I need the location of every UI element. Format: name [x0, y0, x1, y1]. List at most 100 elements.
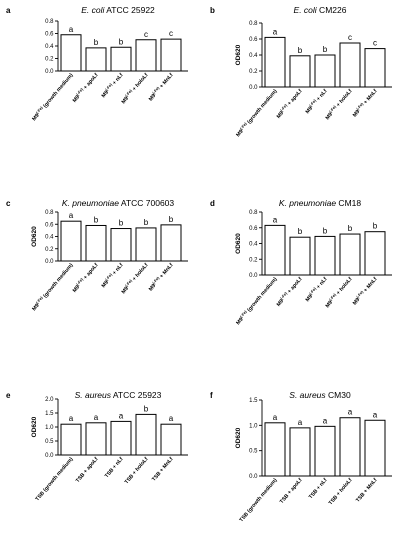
significance-letter: a [323, 416, 328, 425]
significance-letter: a [373, 410, 378, 419]
y-tick-label: 0.0 [45, 259, 54, 265]
chart-panel-d: d K. pneumoniae CM18 OD620 0.0 0.2 0.4 0.6 0.8 a… [210, 198, 392, 326]
x-tick-label: M9(-Fe) (growth medium) [31, 262, 75, 313]
bar [264, 36, 286, 88]
title-organism: E. coli [81, 5, 105, 15]
title-organism: K. pneumoniae [62, 198, 119, 208]
category-base: TSB + nLf [308, 477, 329, 500]
bar [264, 422, 286, 477]
category-base: TSB (growth medium) [35, 456, 75, 502]
bar [339, 42, 361, 88]
title-organism: S. aureus [289, 390, 326, 400]
y-axis-label: OD620 [31, 226, 38, 247]
category-base: M9 [325, 300, 334, 310]
category-suffix: + holoLf [335, 276, 354, 297]
significance-letter: c [144, 30, 148, 39]
y-tick-label: 0.0 [249, 273, 258, 279]
significance-letter: b [323, 226, 328, 235]
category-superscript: (-Fe) [35, 295, 44, 304]
bar [289, 236, 311, 276]
y-tick-label: 0.8 [45, 210, 54, 216]
significance-letter: b [119, 37, 124, 46]
category-base: M9 [72, 94, 81, 104]
bar [289, 55, 311, 88]
x-tick-label: M9(-Fe) + nLf [100, 72, 125, 100]
category-suffix: + MnLf [158, 262, 175, 280]
x-tick-label: M9(-Fe) + apoLf [275, 276, 304, 308]
y-tick-label: 1.5 [45, 411, 54, 417]
bar [264, 224, 286, 276]
y-tick-label: 0.2 [45, 247, 54, 253]
y-tick-label: 1.0 [45, 425, 54, 431]
category-suffix: + holoLf [335, 88, 354, 109]
bar [60, 220, 82, 262]
category-superscript: (-Fe) [152, 276, 161, 285]
y-tick-label: 0.5 [45, 439, 54, 445]
x-tick-label: M9(-Fe) + apoLf [71, 72, 100, 104]
title-organism: S. aureus [75, 390, 112, 400]
category-base: M9 [352, 109, 361, 119]
category-superscript: (-Fe) [309, 286, 318, 295]
category-base: TSB (growth medium) [239, 477, 279, 523]
category-suffix: + nLf [315, 88, 329, 103]
panel-label: a [6, 6, 11, 15]
category-suffix: + nLf [315, 276, 329, 291]
category-superscript: (-Fe) [280, 291, 289, 300]
chart-panel-a: a E. coli ATCC 259220.00.20.40.60.8aM9(-F… [6, 5, 188, 122]
category-base: M9 [148, 93, 157, 103]
category-suffix: + nLf [111, 72, 125, 87]
significance-letter: a [169, 414, 174, 423]
category-superscript: (-Fe) [105, 272, 114, 281]
category-base: M9 [305, 106, 314, 116]
x-tick-label: M9(-Fe) + holoLf [120, 72, 150, 106]
category-base: TSB + apoLf [279, 477, 304, 505]
category-base: M9 [72, 284, 81, 294]
title-strain: ATCC 700603 [119, 198, 174, 208]
panel-label: d [210, 199, 215, 208]
category-suffix: + apoLf [286, 88, 304, 108]
bar [60, 34, 82, 72]
significance-letter: b [144, 218, 149, 227]
significance-letter: a [69, 211, 74, 220]
category-superscript: (-Fe) [239, 309, 248, 318]
panel-label: c [6, 199, 11, 208]
x-tick-label: TSB + holoLf [124, 456, 150, 485]
panel-label: f [210, 391, 213, 400]
significance-letter: c [348, 33, 352, 42]
bar [110, 420, 132, 456]
category-suffix: (growth medium) [41, 72, 74, 110]
x-tick-label: M9(-Fe) + nLf [304, 88, 329, 116]
bar [135, 413, 157, 456]
significance-letter: b [323, 45, 328, 54]
bar [160, 38, 182, 72]
x-tick-label: M9(-Fe) + holoLf [120, 262, 150, 296]
x-tick-label: M9(-Fe) (growth medium) [31, 72, 75, 123]
category-suffix: + MnLf [158, 72, 175, 90]
x-tick-label: M9(-Fe) + nLf [100, 262, 125, 290]
chart-title: E. coli CM226 [294, 5, 347, 15]
category-superscript: (-Fe) [309, 98, 318, 107]
category-base: M9 [276, 298, 285, 308]
y-tick-label: 0.4 [45, 235, 54, 241]
x-tick-label: TSB + holoLf [328, 477, 354, 506]
category-suffix: + apoLf [82, 72, 100, 92]
chart-title: S. aureus ATCC 25923 [75, 390, 162, 400]
significance-letter: c [169, 29, 173, 38]
category-superscript: (-Fe) [152, 86, 161, 95]
significance-letter: a [94, 413, 99, 422]
significance-letter: b [119, 219, 124, 228]
bar [85, 422, 107, 456]
bar [110, 46, 132, 72]
bar [110, 228, 132, 262]
bar [364, 419, 386, 477]
category-superscript: (-Fe) [356, 290, 365, 299]
category-base: M9 [235, 129, 244, 139]
x-tick-label: TSB + MnLf [151, 456, 175, 482]
y-tick-label: 0.6 [249, 226, 258, 232]
category-base: M9 [276, 110, 285, 120]
category-base: TSB + holoLf [328, 477, 354, 506]
category-superscript: (-Fe) [329, 292, 338, 301]
category-base: M9 [121, 96, 130, 106]
bar [314, 235, 336, 276]
